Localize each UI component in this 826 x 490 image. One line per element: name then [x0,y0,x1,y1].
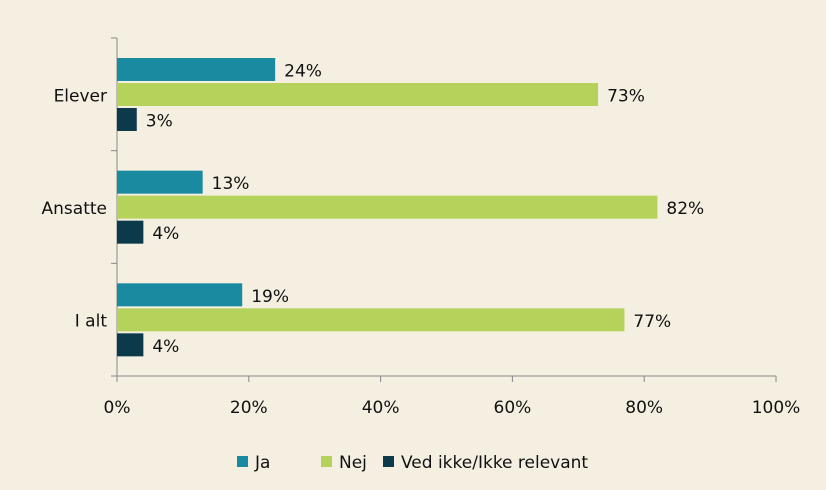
x-tick-label: 20% [230,398,268,418]
value-label: 3% [146,112,173,132]
value-label: 82% [666,199,704,219]
bar [117,283,243,307]
legend-label: Nej [339,453,367,473]
y-tick-label: Elever [54,86,107,106]
x-tick-label: 0% [104,398,131,418]
y-tick-label: Ansatte [42,199,107,219]
legend-swatch [383,456,394,467]
value-label: 24% [284,62,322,82]
bar [117,83,599,106]
bar [117,108,137,131]
bar [117,195,658,219]
bar [117,308,625,332]
y-tick-label: I alt [75,312,108,332]
value-label: 13% [212,174,250,194]
bar [117,333,144,357]
bar [117,58,276,81]
bar [117,220,144,244]
legend-label: Ved ikke/Ikke relevant [401,453,588,473]
x-tick-label: 40% [362,398,400,418]
legend-swatch [321,456,332,467]
value-label: 77% [633,312,671,332]
value-label: 4% [152,337,179,357]
legend-label: Ja [254,453,270,473]
legend-swatch [237,456,248,467]
x-tick-label: 60% [494,398,532,418]
value-label: 19% [251,287,289,307]
bar [117,170,203,194]
value-label: 4% [152,224,179,244]
value-label: 73% [607,87,645,107]
x-tick-label: 80% [625,398,663,418]
x-tick-label: 100% [752,398,801,418]
